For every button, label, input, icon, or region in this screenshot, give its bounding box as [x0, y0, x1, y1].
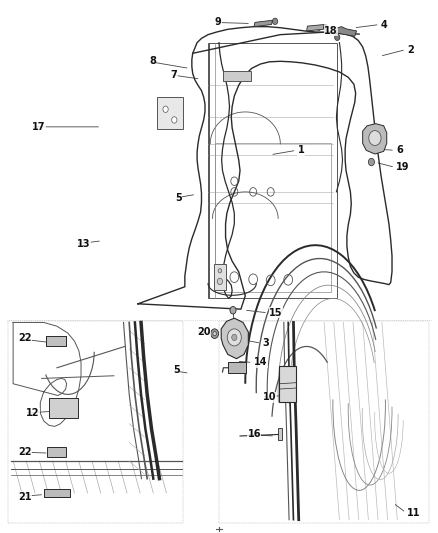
- Text: 20: 20: [197, 327, 211, 336]
- Text: 6: 6: [396, 146, 403, 155]
- Bar: [8, 321, 183, 523]
- Bar: [44, 489, 70, 497]
- Circle shape: [227, 329, 241, 346]
- Circle shape: [324, 25, 328, 30]
- Text: 7: 7: [171, 70, 177, 79]
- Text: 15: 15: [269, 308, 283, 318]
- Text: 22: 22: [18, 447, 32, 457]
- Polygon shape: [254, 20, 272, 27]
- Text: 4: 4: [381, 20, 388, 29]
- Circle shape: [211, 329, 219, 338]
- Bar: [219, 321, 429, 523]
- Text: 17: 17: [32, 122, 45, 132]
- Bar: [214, 264, 226, 290]
- Text: 10: 10: [263, 392, 276, 402]
- Text: 18: 18: [324, 26, 338, 36]
- Circle shape: [230, 306, 236, 314]
- Text: 22: 22: [18, 334, 32, 343]
- Bar: [157, 97, 183, 129]
- Text: 8: 8: [149, 56, 156, 66]
- Text: 21: 21: [18, 492, 32, 502]
- Text: 12: 12: [26, 408, 40, 418]
- Polygon shape: [221, 318, 248, 359]
- Text: 14: 14: [254, 358, 268, 367]
- Circle shape: [272, 18, 278, 25]
- Text: 19: 19: [396, 163, 410, 172]
- Text: 13: 13: [77, 239, 90, 249]
- Text: 5: 5: [173, 366, 180, 375]
- Polygon shape: [363, 124, 387, 154]
- Bar: [47, 447, 66, 457]
- Text: 1: 1: [298, 146, 304, 155]
- Bar: [279, 366, 296, 402]
- Text: 2: 2: [407, 45, 414, 54]
- Text: 16: 16: [247, 430, 261, 439]
- Circle shape: [335, 34, 340, 41]
- Circle shape: [369, 131, 381, 146]
- Text: 3: 3: [263, 338, 269, 348]
- Bar: [223, 71, 251, 81]
- Circle shape: [217, 278, 223, 285]
- Text: 9: 9: [215, 18, 221, 27]
- Circle shape: [172, 117, 177, 123]
- Circle shape: [232, 334, 237, 341]
- Bar: [278, 428, 282, 440]
- Polygon shape: [307, 25, 324, 31]
- Circle shape: [163, 106, 168, 112]
- Text: 11: 11: [407, 508, 421, 518]
- Bar: [228, 362, 246, 373]
- Bar: [46, 336, 66, 346]
- Text: 5: 5: [175, 193, 182, 203]
- Polygon shape: [336, 27, 357, 36]
- Circle shape: [213, 332, 216, 336]
- Circle shape: [218, 269, 222, 273]
- Circle shape: [231, 322, 235, 326]
- Bar: [49, 398, 78, 418]
- Circle shape: [368, 158, 374, 166]
